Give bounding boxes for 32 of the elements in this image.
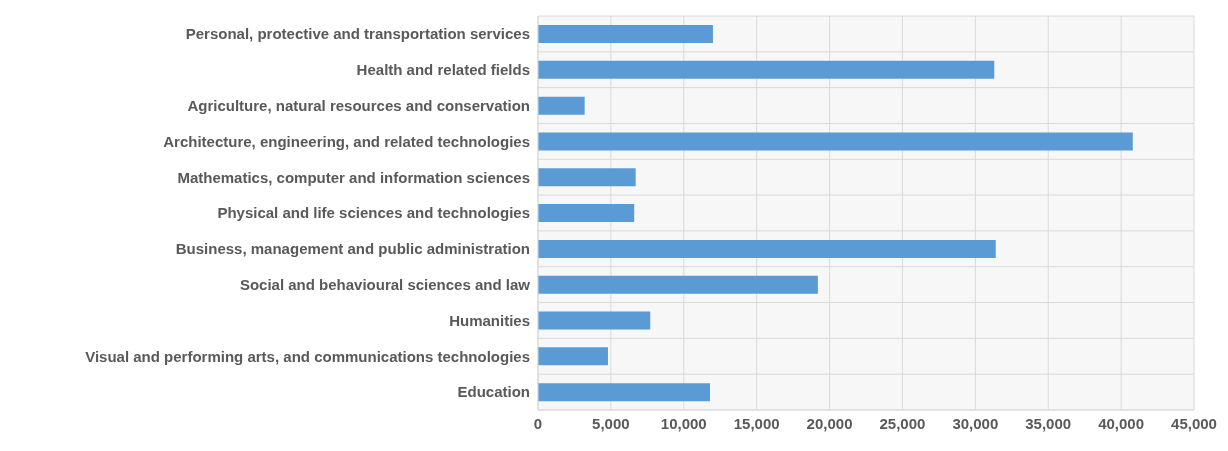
bar bbox=[538, 25, 713, 43]
x-tick-label: 15,000 bbox=[733, 414, 780, 432]
y-tick-label: Education bbox=[457, 383, 530, 401]
y-tick-label: Humanities bbox=[449, 311, 530, 329]
x-tick-label: 10,000 bbox=[660, 414, 707, 432]
x-tick-label: 30,000 bbox=[952, 414, 999, 432]
y-tick-label: Architecture, engineering, and related technologies bbox=[163, 132, 530, 150]
bar bbox=[538, 132, 1133, 151]
y-tick-label: Mathematics, computer and information sciences bbox=[177, 168, 530, 186]
bar bbox=[538, 383, 711, 402]
x-tick-label: 5,000 bbox=[592, 414, 630, 432]
x-tick-label: 25,000 bbox=[879, 414, 926, 432]
bar bbox=[538, 311, 651, 330]
y-tick-label: Personal, protective and transportation services bbox=[185, 25, 530, 43]
x-tick-label: 20,000 bbox=[806, 414, 853, 432]
y-tick-label: Visual and performing arts, and communications technologies bbox=[85, 347, 530, 365]
y-tick-label: Business, management and public administration bbox=[175, 240, 530, 258]
bar bbox=[538, 60, 995, 79]
y-tick-label: Agriculture, natural resources and conservation bbox=[187, 96, 530, 114]
bar bbox=[538, 168, 636, 187]
bar bbox=[538, 347, 608, 366]
bar bbox=[538, 204, 635, 223]
y-tick-label: Social and behavioural sciences and law bbox=[239, 275, 531, 293]
x-tick-label: 45,000 bbox=[1171, 414, 1217, 432]
bar bbox=[538, 275, 818, 294]
bar bbox=[538, 96, 585, 115]
x-tick-label: 0 bbox=[533, 414, 543, 432]
x-tick-label: 35,000 bbox=[1025, 414, 1072, 432]
y-tick-label: Physical and life sciences and technologies bbox=[217, 204, 530, 222]
y-tick-label: Health and related fields bbox=[356, 61, 530, 79]
x-tick-label: 40,000 bbox=[1098, 414, 1145, 432]
bar bbox=[538, 239, 996, 258]
